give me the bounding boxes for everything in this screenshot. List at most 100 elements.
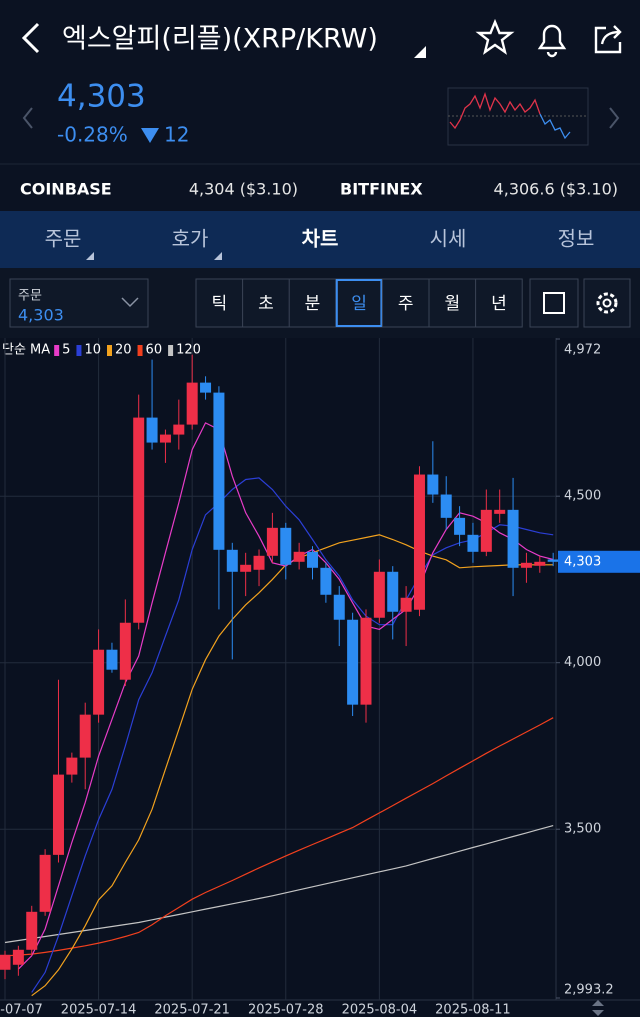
legend-label: 5 <box>62 343 70 358</box>
layout-button[interactable] <box>529 278 579 328</box>
period-option[interactable]: 일 <box>351 294 367 314</box>
candle-body <box>79 714 91 758</box>
settings-button[interactable] <box>583 278 631 328</box>
candle-body <box>213 392 225 550</box>
period-option[interactable]: 주 <box>398 294 414 314</box>
candle-body <box>133 417 145 623</box>
tab-bar <box>0 211 640 268</box>
current-price-tag <box>558 550 640 573</box>
candle-body <box>39 854 51 912</box>
candle-body <box>307 551 319 568</box>
legend-swatch <box>137 345 143 356</box>
period-selected <box>335 279 383 327</box>
sparkline-down <box>539 113 571 140</box>
order-value: 4,303 <box>18 306 64 325</box>
tab[interactable]: 호가 <box>172 227 209 251</box>
candle-body <box>226 549 238 572</box>
x-tick-label: 2025-07-21 <box>154 1003 230 1017</box>
tab[interactable]: 정보 <box>558 227 595 251</box>
candle-body <box>360 617 372 705</box>
change-amount: 12 <box>164 123 189 147</box>
legend-label: 10 <box>84 343 101 358</box>
down-arrow <box>141 128 159 143</box>
next-coin[interactable] <box>609 107 620 129</box>
y-tick-label: 2,993.2 <box>564 983 614 998</box>
exchange-name: BITFINEX <box>340 180 423 199</box>
back-button[interactable] <box>21 22 40 54</box>
legend-label: 120 <box>176 343 201 358</box>
title-dropdown[interactable] <box>414 46 426 58</box>
settings-gear <box>596 292 618 314</box>
legend-swatch <box>76 345 82 356</box>
candle-body <box>413 474 425 610</box>
x-tick-label: 2025-07-28 <box>248 1003 324 1017</box>
candle-body <box>106 649 118 670</box>
candle-body <box>293 551 305 562</box>
exchange-price: 4,304 ($3.10) <box>189 180 298 199</box>
candle-body <box>253 555 265 570</box>
candle-body <box>373 571 385 618</box>
candle-body <box>66 757 78 775</box>
candle-body <box>186 382 198 425</box>
tab-dropdown <box>86 252 94 260</box>
tab-dropdown <box>214 252 222 260</box>
candle-body <box>119 622 131 680</box>
candle-body <box>280 527 292 565</box>
candle-body <box>507 509 519 568</box>
candle-body <box>159 434 171 443</box>
order-box[interactable] <box>9 278 149 328</box>
candle-body <box>146 417 158 443</box>
candle-body <box>320 567 332 595</box>
period-option[interactable]: 틱 <box>211 294 227 314</box>
candle-body <box>26 911 38 950</box>
y-tick-label: 3,500 <box>564 822 601 837</box>
ma-line <box>4 825 554 944</box>
candle-body <box>93 649 105 715</box>
tab[interactable]: 시세 <box>430 227 467 251</box>
share-icon[interactable] <box>594 25 622 54</box>
candle-body <box>333 594 345 620</box>
legend-swatch <box>168 345 174 356</box>
legend-label: 60 <box>146 343 163 358</box>
ma-line <box>4 717 554 957</box>
period-option[interactable]: 분 <box>305 294 321 314</box>
order-label: 주문 <box>18 289 42 304</box>
period-option[interactable]: 년 <box>491 294 507 314</box>
candle-body <box>240 564 252 572</box>
x-tick-label: 2025-08-11 <box>435 1003 511 1017</box>
candle-body <box>520 562 532 568</box>
candle-body <box>480 509 492 552</box>
candle-body <box>547 559 559 562</box>
favorite-icon[interactable] <box>475 18 515 55</box>
candle-body <box>0 954 11 970</box>
x-tick-label: 2025-08-04 <box>342 1003 418 1017</box>
tab[interactable]: 주문 <box>45 227 82 251</box>
ma-line <box>31 477 554 993</box>
legend-label: 20 <box>115 343 132 358</box>
legend-swatch <box>54 345 60 356</box>
prev-coin[interactable] <box>22 107 33 129</box>
candle-body <box>534 561 546 566</box>
candle-body <box>467 534 479 552</box>
scroll-icon <box>592 1000 604 1006</box>
period-frame <box>195 278 523 328</box>
candle-body <box>387 571 399 612</box>
candle-body <box>266 527 278 556</box>
candle-body <box>52 774 64 855</box>
current-price: 4,303 <box>57 79 146 115</box>
tab-active[interactable]: 차트 <box>302 227 339 251</box>
layout-icon <box>543 292 565 314</box>
change-rate: -0.28% <box>57 123 128 147</box>
scroll-icon <box>592 1010 604 1016</box>
candle-body <box>12 949 24 965</box>
candle-body <box>400 597 412 612</box>
period-option[interactable]: 초 <box>258 294 274 314</box>
alert-icon[interactable] <box>537 24 567 58</box>
candle-body <box>347 619 359 705</box>
candle-body <box>454 517 466 535</box>
exchange-name: COINBASE <box>20 180 112 199</box>
period-option[interactable]: 월 <box>444 294 460 314</box>
